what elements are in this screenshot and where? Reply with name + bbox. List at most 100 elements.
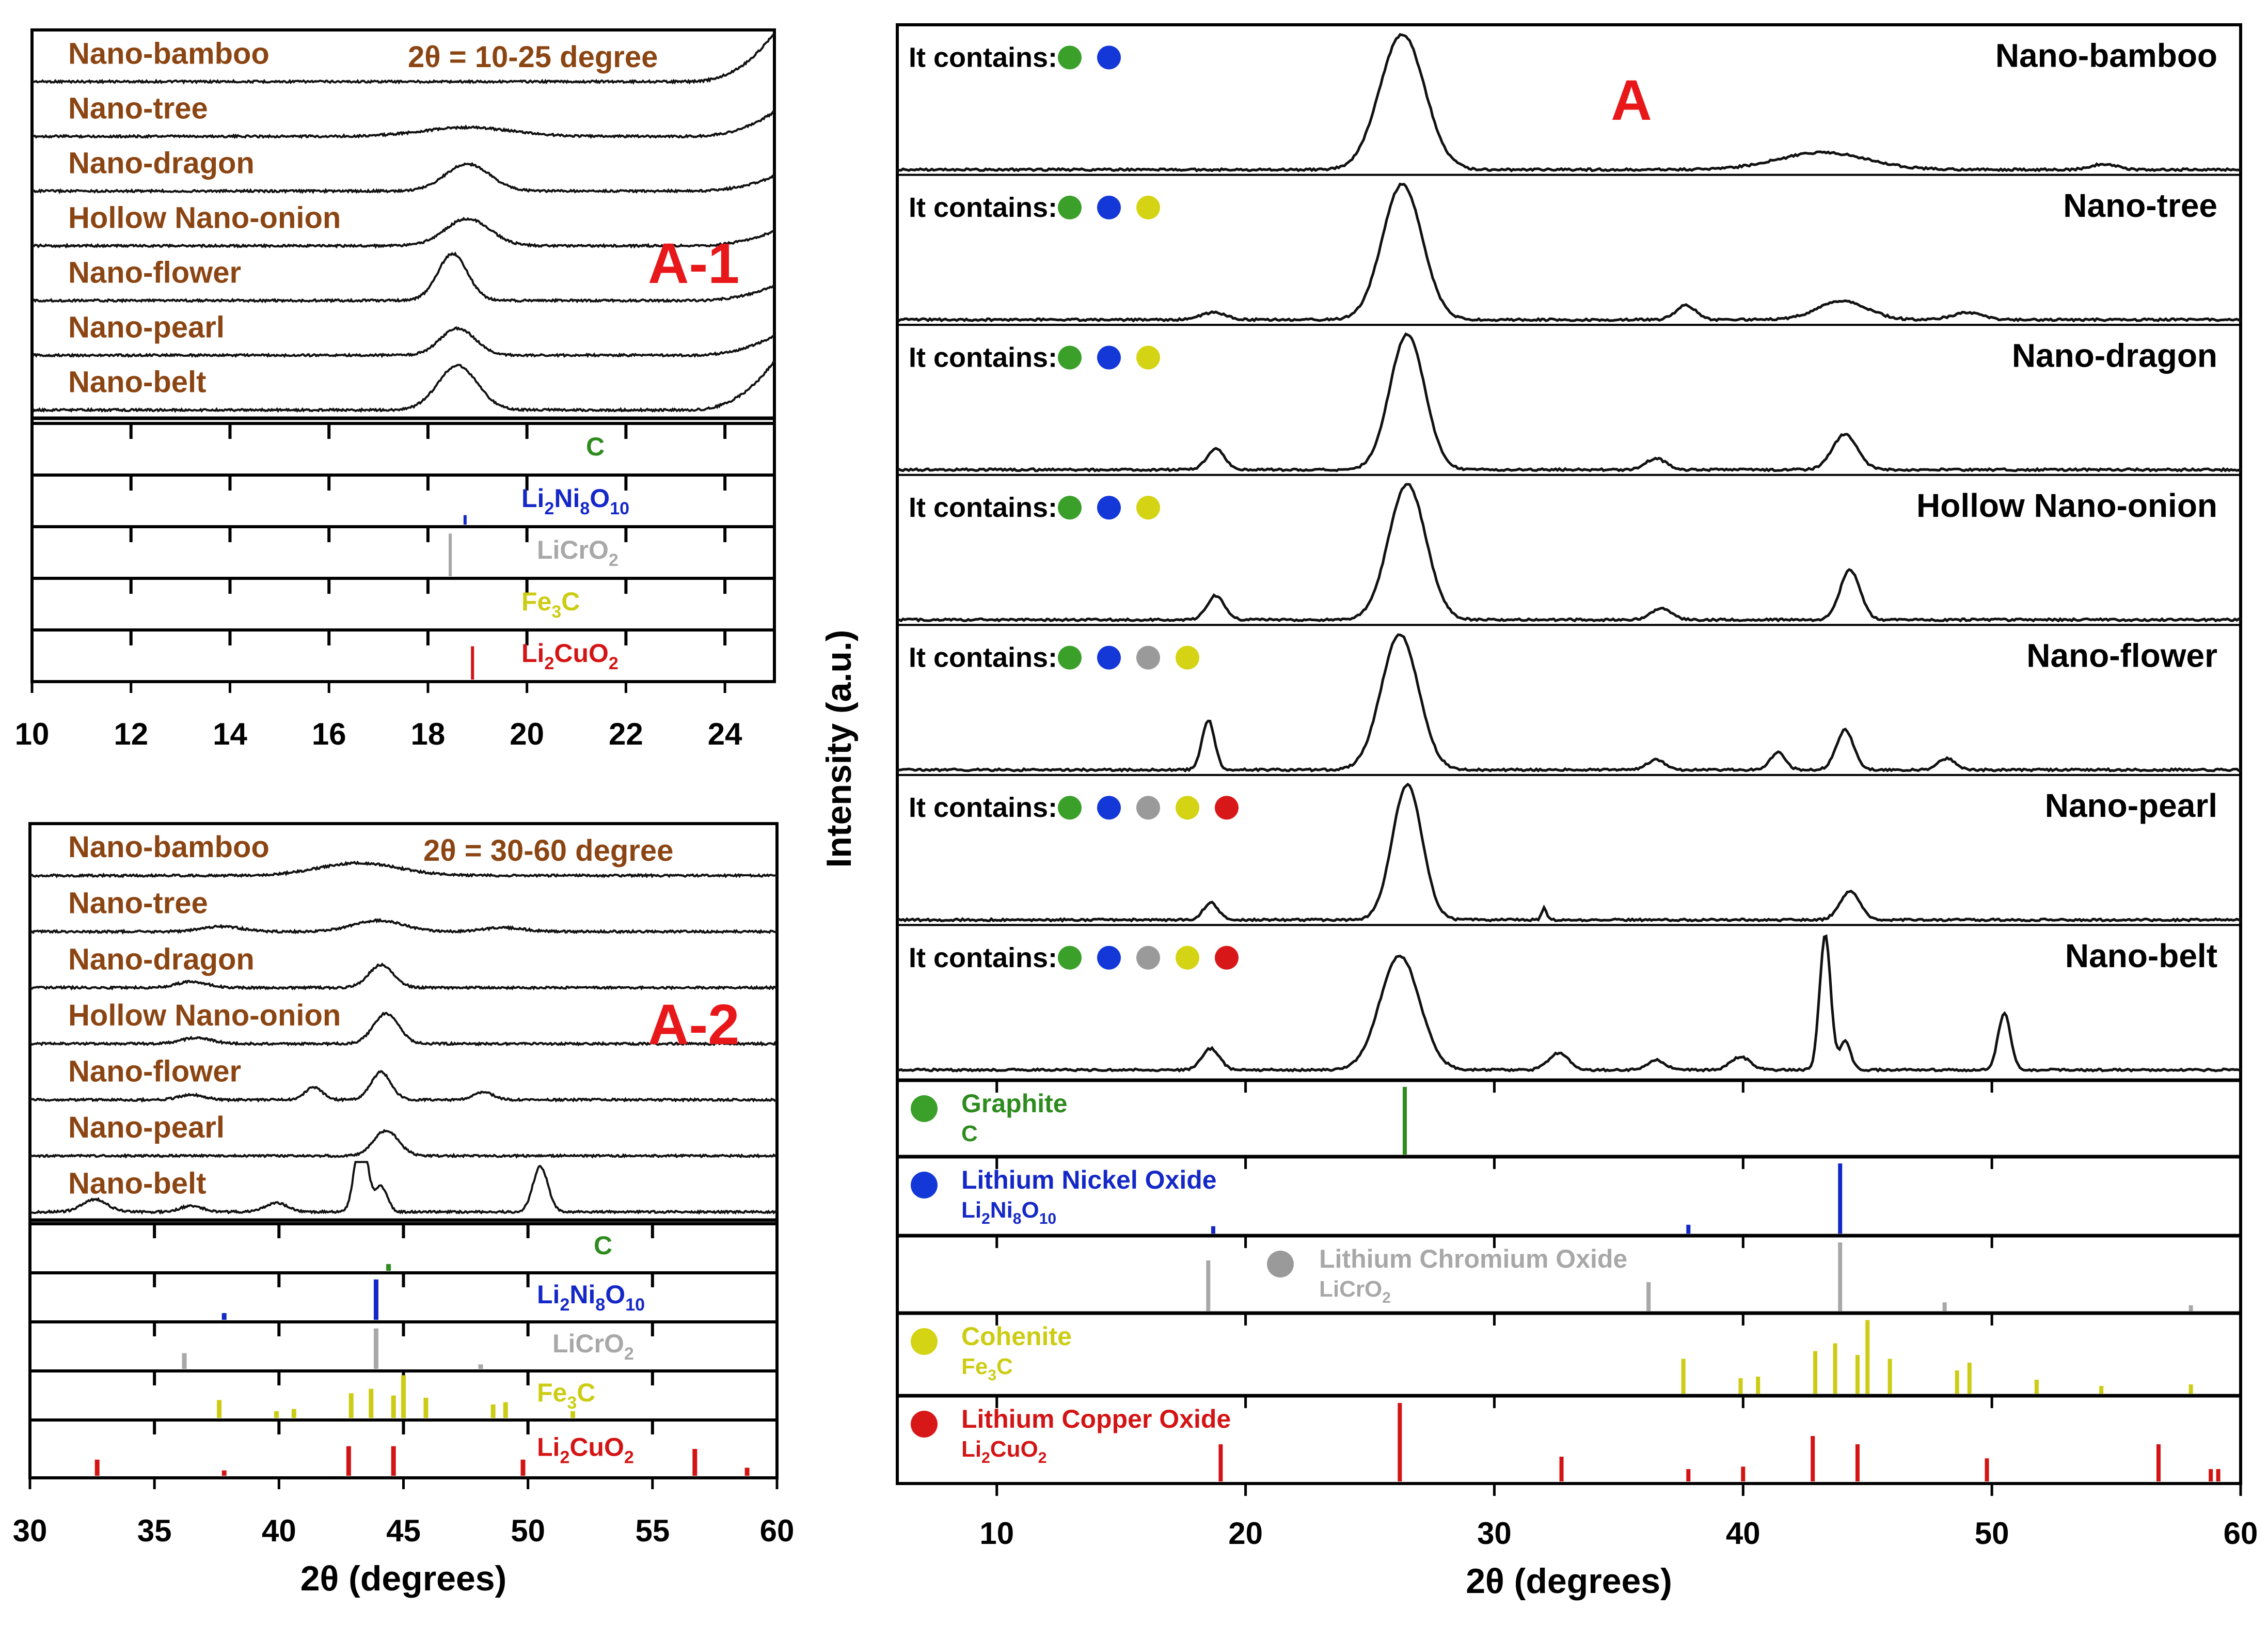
a-tick-label: 10 (979, 1516, 1014, 1551)
a2-ref-label-LiCrO2: LiCrO2 (552, 1329, 634, 1364)
a-sample-label: Nano-flower (2026, 637, 2217, 674)
a2-tick-label: 45 (386, 1513, 421, 1548)
a-ref-name: Lithium Chromium Oxide (1319, 1244, 1627, 1273)
a-tick-label: 40 (1726, 1516, 1761, 1551)
a2-ref-label-Li2Ni8O10: Li2Ni8O10 (537, 1280, 645, 1315)
a-sample-label: Nano-tree (2063, 187, 2217, 224)
a2-range-label: 2θ = 30-60 degree (423, 834, 673, 867)
a-trace-hollow-nano-onion (897, 483, 2241, 623)
a-phase-dot-red (1215, 945, 1239, 970)
a-sample-label: Nano-dragon (2012, 337, 2217, 374)
a-tick-label: 50 (1975, 1516, 2009, 1551)
a-ref-formula-Fe3C: Fe3C (961, 1354, 1013, 1384)
a1-trace-nano-bamboo (31, 33, 775, 85)
a-ref-dot-red (911, 1411, 938, 1438)
a1-trace-nano-flower (31, 251, 775, 304)
a1-sample-label: Nano-tree (68, 92, 208, 125)
a1-ref-label-C: C (586, 432, 605, 461)
a2-trace-nano-tree (29, 918, 778, 935)
a2-trace-nano-bamboo (29, 860, 778, 879)
a2-trace-nano-flower (29, 1070, 778, 1103)
a-contains-label: It contains: (909, 942, 1057, 973)
a-contains-label: It contains: (909, 642, 1057, 673)
a1-tick-label: 14 (213, 717, 247, 751)
a-sample-label: Nano-belt (2065, 937, 2217, 974)
a-phase-dot-yellow (1136, 195, 1160, 219)
a2-ref-label-C: C (594, 1231, 612, 1260)
a1-panel-letter: A-1 (648, 232, 739, 295)
a1-ref-label-LiCrO2: LiCrO2 (537, 535, 618, 570)
a-phase-dot-blue (1097, 195, 1121, 219)
a-trace-nano-tree (896, 182, 2241, 323)
a-phase-dot-yellow (1136, 345, 1160, 370)
a-phase-dot-gray (1136, 796, 1160, 820)
a2-ref-label-Fe3C: Fe3C (537, 1378, 595, 1413)
a-phase-dot-green (1058, 796, 1082, 820)
a2-trace-nano-pearl (29, 1129, 778, 1159)
a-trace-nano-bamboo (897, 33, 2241, 172)
a-ref-formula-Li2CuO2: Li2CuO2 (961, 1437, 1046, 1466)
a1-sample-label: Nano-bamboo (68, 37, 269, 71)
a-trace-nano-flower (897, 633, 2242, 773)
a1-tick-label: 24 (708, 717, 742, 751)
a-tick-label: 60 (2224, 1516, 2258, 1551)
a2-sample-label: Nano-pearl (68, 1111, 225, 1144)
a2-trace-hollow-nano-onion (30, 1012, 778, 1047)
panel-a-frame (896, 23, 2242, 1485)
a2-trace-nano-belt (29, 1161, 778, 1215)
a2-trace-nano-dragon (29, 963, 778, 991)
a-tick-label: 20 (1228, 1516, 1263, 1551)
a1-trace-hollow-nano-onion (31, 216, 775, 249)
a2-sample-label: Nano-flower (68, 1054, 241, 1088)
a-panel-letter: A (1611, 69, 1652, 132)
a2-ref-label-Li2CuO2: Li2CuO2 (537, 1432, 634, 1467)
a-ref-dot-blue (911, 1172, 938, 1198)
a-phase-dot-blue (1097, 45, 1121, 70)
a1-tick-label: 22 (609, 717, 643, 751)
a-contains-label: It contains: (909, 792, 1057, 823)
a-phase-dot-yellow (1176, 796, 1199, 820)
a-phase-dot-green (1058, 45, 1082, 70)
a1-trace-nano-dragon (31, 162, 775, 195)
a-phase-dot-green (1058, 345, 1082, 370)
a-phase-dot-red (1215, 796, 1239, 820)
a-ref-dot-gray (1267, 1251, 1294, 1277)
a-phase-dot-yellow (1176, 945, 1199, 970)
a1-tick-label: 16 (312, 717, 346, 751)
a-contains-label: It contains: (909, 192, 1057, 223)
a1-trace-nano-belt (31, 360, 775, 413)
a-y-axis-title: Intensity (a.u.) (819, 630, 859, 868)
a-sample-label: Hollow Nano-onion (1916, 487, 2217, 524)
a1-tick-label: 12 (114, 717, 148, 751)
a2-tick-label: 50 (511, 1513, 545, 1548)
a2-tick-label: 40 (262, 1513, 296, 1548)
a-phase-dot-blue (1097, 345, 1121, 370)
a-trace-nano-dragon (897, 332, 2241, 472)
a2-tick-label: 35 (137, 1513, 172, 1548)
a-phase-dot-blue (1097, 945, 1121, 970)
a-ref-dot-yellow (911, 1328, 938, 1355)
a-ref-name: Graphite (961, 1089, 1068, 1118)
a2-x-axis-title: 2θ (degrees) (300, 1559, 507, 1598)
a1-tick-label: 18 (411, 717, 446, 751)
a-tick-label: 30 (1477, 1516, 1512, 1551)
a2-sample-label: Hollow Nano-onion (68, 999, 341, 1032)
a-phase-dot-yellow (1176, 645, 1199, 670)
a-ref-name: Lithium Nickel Oxide (961, 1165, 1217, 1194)
a1-sample-label: Nano-pearl (68, 311, 225, 344)
a-contains-label: It contains: (909, 42, 1057, 73)
a-phase-dot-gray (1136, 945, 1160, 970)
a1-tick-label: 20 (510, 717, 544, 751)
a-contains-label: It contains: (909, 342, 1057, 373)
a2-tick-label: 30 (13, 1513, 47, 1548)
a1-ref-label-Li2CuO2: Li2CuO2 (521, 639, 618, 673)
a-phase-dot-gray (1136, 645, 1160, 670)
a1-sample-label: Nano-belt (68, 366, 206, 399)
a1-ref-label-Fe3C: Fe3C (521, 587, 580, 622)
a1-sample-label: Hollow Nano-onion (68, 201, 341, 235)
a1-trace-nano-pearl (31, 326, 775, 358)
a-ref-formula-LiCrO2: LiCrO2 (1319, 1276, 1391, 1306)
a-phase-dot-blue (1097, 796, 1121, 820)
a-phase-dot-green (1058, 645, 1082, 670)
